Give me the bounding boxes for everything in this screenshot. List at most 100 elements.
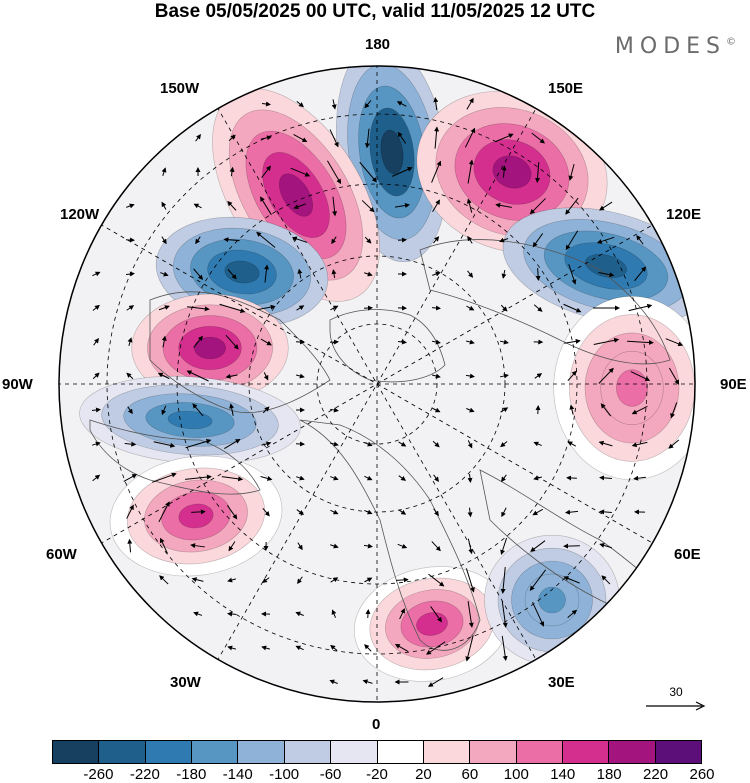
colorbar-tick-label: -180 [176, 766, 207, 783]
wind-vector [297, 268, 303, 279]
coastline [299, 419, 481, 651]
colorbar-tick-label: 20 [415, 766, 432, 783]
wind-vector [593, 337, 620, 345]
wind-vector [533, 304, 543, 312]
wind-vector [297, 542, 303, 551]
colorbar-swatch [470, 741, 517, 763]
anomaly-layer [79, 66, 695, 682]
wind-vector [499, 339, 509, 345]
wind-vector [501, 269, 507, 279]
wind-vector [159, 575, 169, 585]
wind-vector [260, 338, 272, 346]
reference-vector: 30 [644, 685, 708, 718]
wind-vector [495, 202, 512, 208]
wind-vector [668, 367, 680, 385]
wind-vector [432, 271, 441, 277]
wind-vector [565, 197, 579, 215]
wind-vector [394, 203, 410, 208]
wind-vector [501, 635, 508, 662]
wind-vector [295, 373, 305, 379]
wind-vector [359, 161, 377, 183]
wind-vector [434, 126, 440, 149]
wind-vector [636, 234, 644, 245]
wind-vector [224, 438, 241, 449]
colorbar-tick-label: -20 [366, 766, 388, 783]
wind-vector [331, 99, 337, 110]
wind-vector [628, 303, 653, 312]
wind-vector [161, 335, 167, 348]
wind-vector [533, 441, 542, 447]
colorbar-tick-label: 100 [503, 766, 529, 783]
colorbar-swatch [238, 741, 285, 763]
wind-vector [466, 198, 473, 213]
wind-vector [193, 268, 204, 281]
map-boundary [58, 65, 696, 703]
label-lon-90e: 90E [720, 376, 747, 393]
wind-vector [126, 305, 135, 311]
wind-vector [193, 203, 202, 209]
wind-vector [532, 508, 544, 516]
brand-logo: MODES© [615, 34, 736, 59]
wind-vector [668, 439, 680, 449]
anomaly-ridge-105w [131, 293, 289, 403]
wind-vector [331, 236, 337, 245]
wind-vector [467, 270, 474, 278]
colorbar-tick-label: 220 [643, 766, 669, 783]
wind-vector [326, 160, 342, 185]
wind-vector [264, 264, 270, 283]
wind-vector [161, 201, 167, 210]
wind-vector [124, 441, 137, 447]
anomaly-ridge-90e [553, 295, 695, 481]
wind-vector [500, 441, 508, 448]
colorbar-swatch [145, 741, 193, 763]
colorbar [52, 740, 702, 764]
wind-vector [599, 543, 612, 549]
wind-vector [397, 543, 408, 549]
coastline [149, 291, 331, 414]
wind-vector [633, 475, 646, 481]
wind-vector [123, 474, 138, 482]
colorbar-ticks: -260 -220 -180 -140 -100 -60 -20 20 60 100 140 180 2… [52, 766, 714, 783]
wind-vector [430, 606, 442, 623]
wind-vector [596, 236, 615, 244]
wind-vector [91, 407, 101, 413]
wind-vector [260, 196, 272, 216]
coastline [329, 309, 446, 383]
anomaly-contour [278, 173, 314, 217]
wind-vector [153, 441, 176, 448]
wind-vector [329, 407, 339, 413]
wind-vector [598, 272, 615, 278]
reference-vector-value: 30 [669, 685, 683, 699]
wind-vector [670, 402, 678, 419]
wind-vector [227, 611, 237, 617]
anomaly-contour [492, 155, 532, 189]
wind-vector [467, 538, 474, 555]
wind-vector [501, 601, 508, 628]
wind-vector [567, 609, 578, 618]
colorbar-tick-label: -100 [269, 766, 300, 783]
wind-vector [126, 504, 134, 519]
wind-vector [127, 337, 133, 346]
wind-vector [256, 231, 276, 248]
wind-vector [125, 271, 135, 277]
label-lon-0: 0 [372, 716, 381, 733]
brand-mark: © [726, 36, 736, 48]
label-lon-120e: 120E [666, 206, 702, 223]
colorbar-tick-label: -220 [129, 766, 160, 783]
colorbar-tick-label: 60 [461, 766, 479, 783]
wind-vector [599, 509, 612, 515]
wind-vector [392, 166, 413, 177]
wind-vector [533, 475, 542, 481]
wind-vector [665, 338, 684, 347]
wind-vector [227, 577, 237, 583]
latitude-circle [176, 183, 578, 585]
wind-vector [228, 134, 236, 142]
wind-vector [227, 645, 236, 651]
wind-vector [569, 404, 575, 415]
wind-vector [261, 577, 270, 583]
wind-vector [297, 576, 303, 585]
wind-vector [467, 507, 473, 518]
wind-vector [291, 236, 308, 243]
wind-vector [228, 541, 236, 552]
wind-vector [563, 576, 580, 584]
